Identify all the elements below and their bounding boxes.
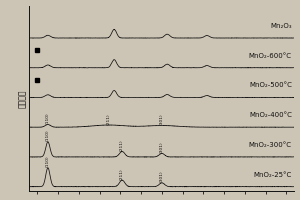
- Text: (301): (301): [160, 141, 164, 153]
- Text: MnO₂-400°C: MnO₂-400°C: [249, 112, 292, 118]
- Text: (211): (211): [120, 168, 124, 180]
- Text: (110): (110): [46, 130, 50, 141]
- Text: (301): (301): [160, 171, 164, 182]
- Y-axis label: 衍射强度: 衍射强度: [18, 89, 27, 108]
- Text: Mn₂O₃: Mn₂O₃: [270, 23, 292, 29]
- Text: (110): (110): [46, 156, 50, 167]
- Text: MnO₂-25°C: MnO₂-25°C: [254, 172, 292, 178]
- Text: MnO₂-500°C: MnO₂-500°C: [249, 82, 292, 88]
- Text: (211): (211): [107, 113, 111, 125]
- Text: (301): (301): [160, 113, 164, 125]
- Text: (110): (110): [46, 112, 50, 124]
- Text: MnO₂-300°C: MnO₂-300°C: [249, 142, 292, 148]
- Text: MnO₂-600°C: MnO₂-600°C: [249, 53, 292, 59]
- Text: (211): (211): [120, 139, 124, 151]
